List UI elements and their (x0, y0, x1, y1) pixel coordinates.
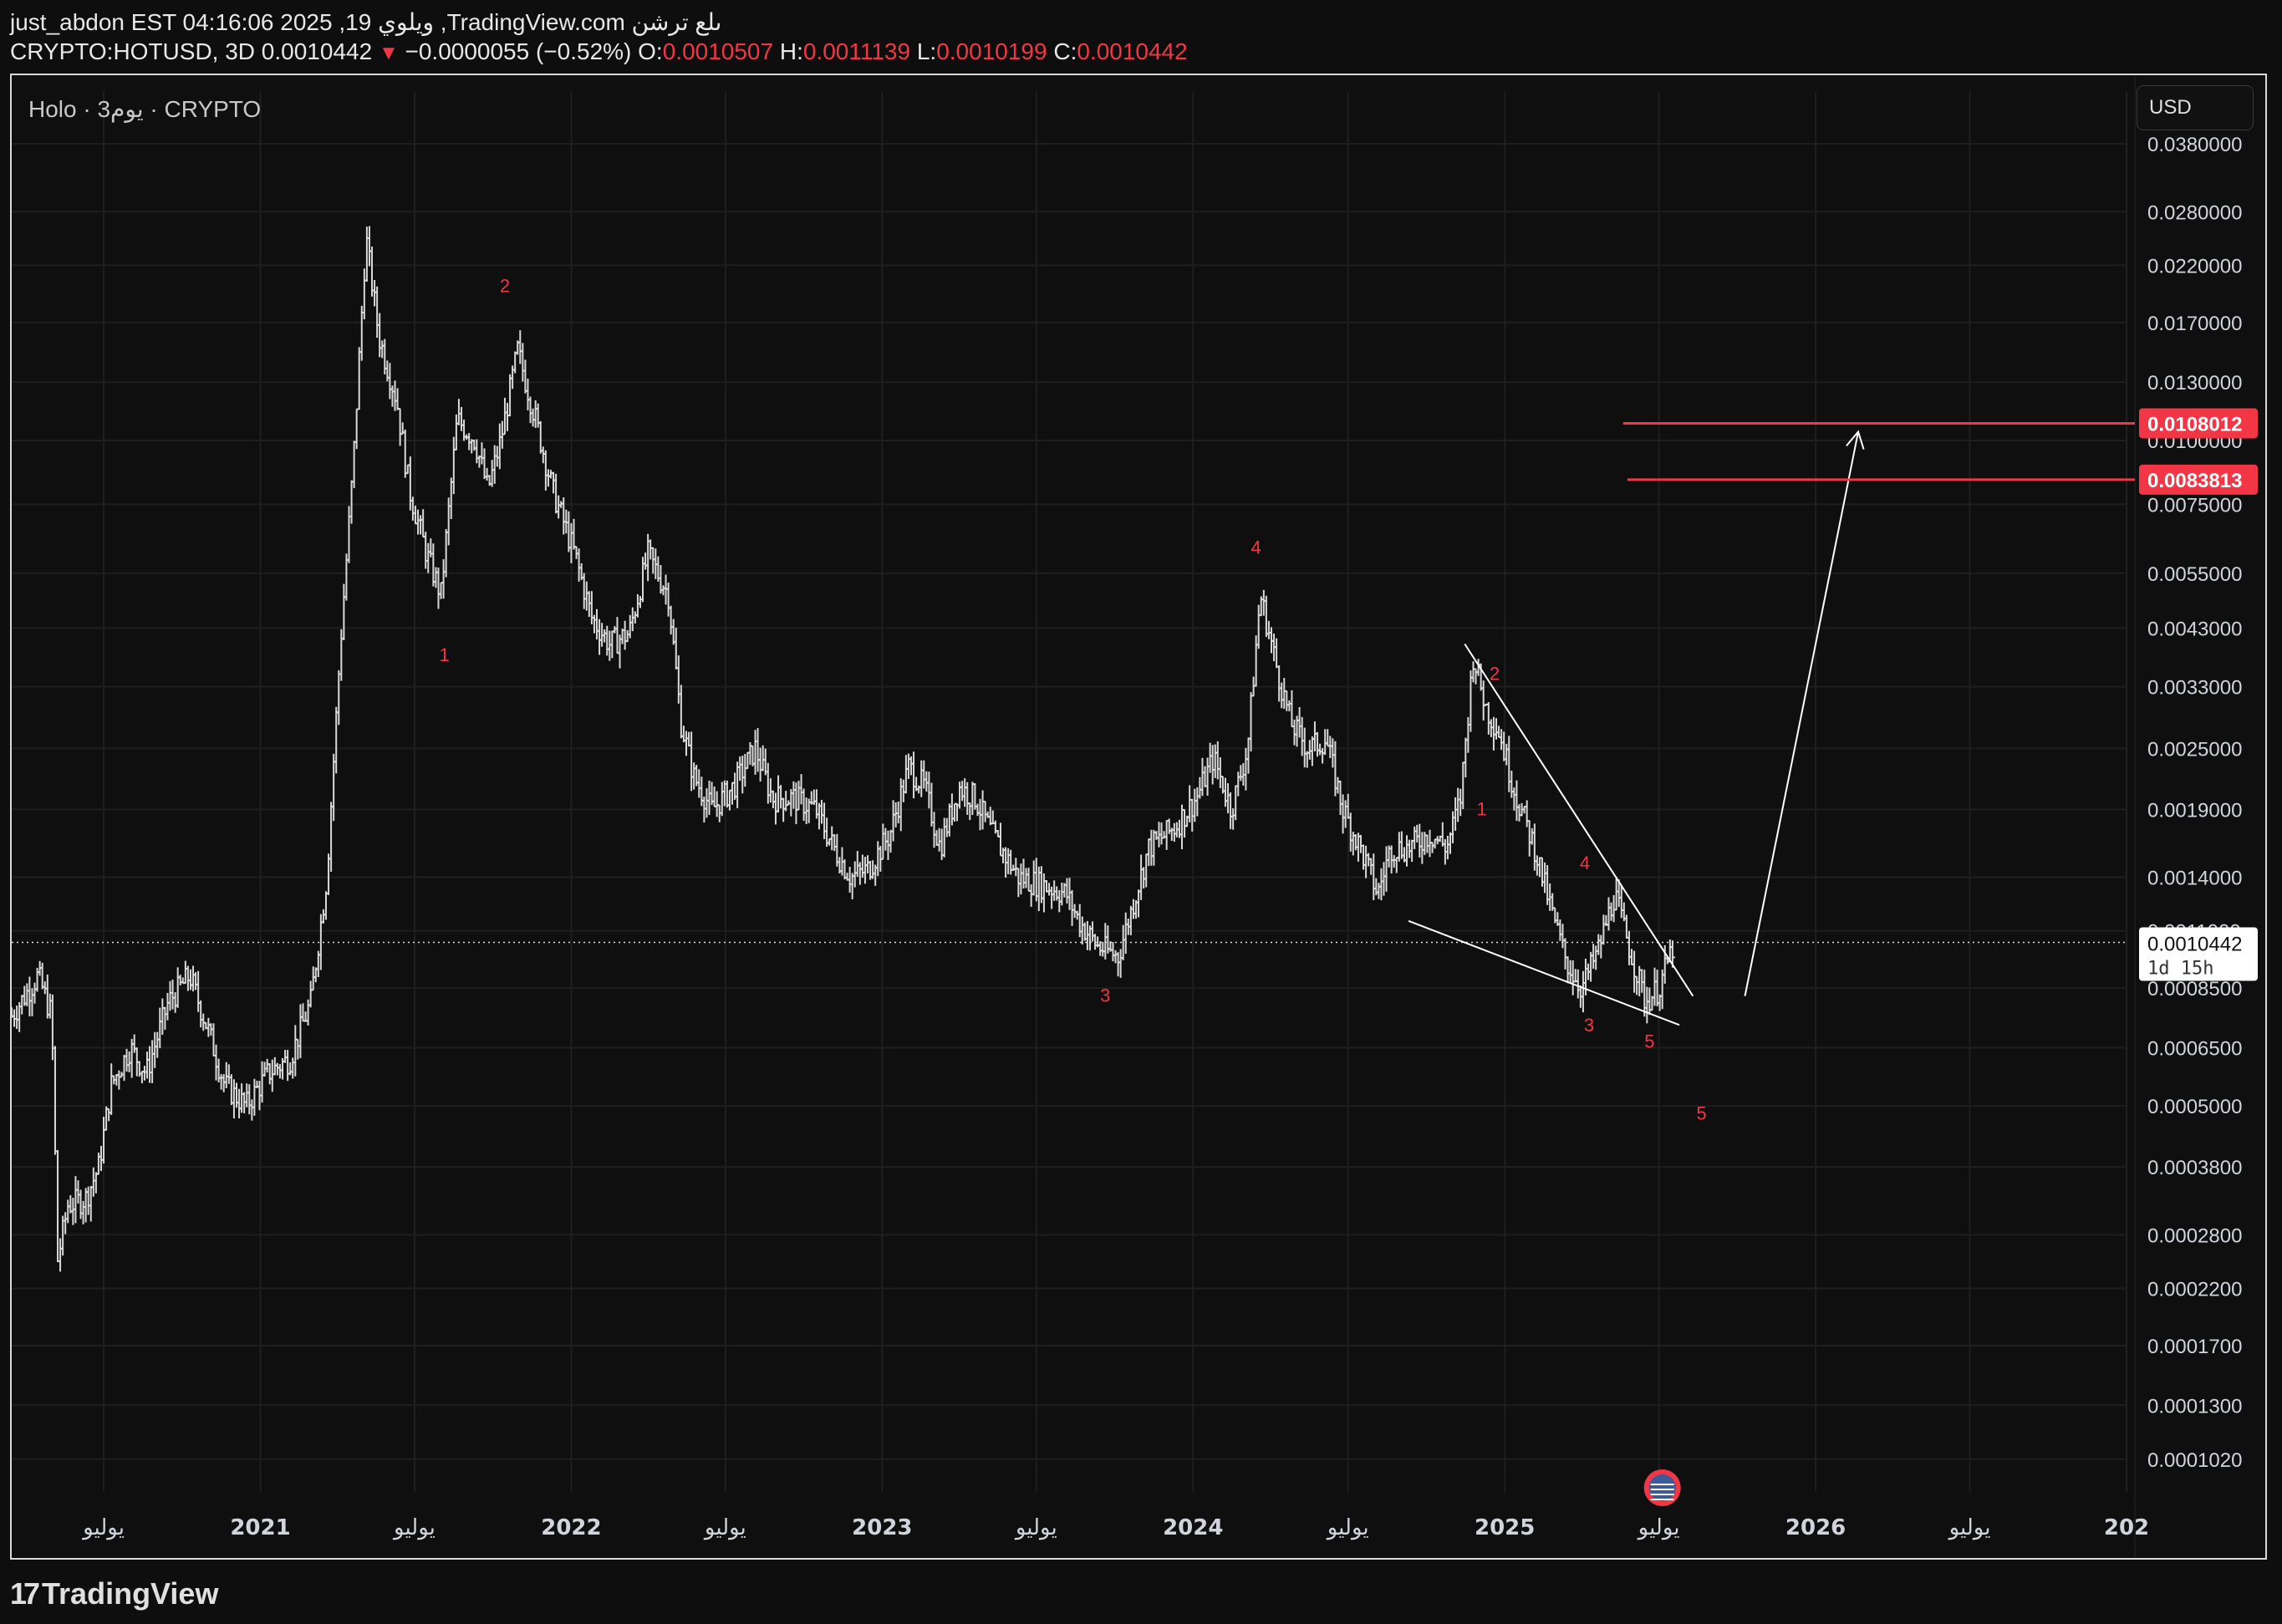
wave-label: 5 (1696, 1103, 1706, 1124)
grid-lines (12, 92, 2127, 1492)
y-tick-label: 0.0380000 (2147, 134, 2242, 156)
y-tick-label: 0.0001300 (2147, 1395, 2242, 1418)
target-level-label: 0.0108012 (2147, 413, 2242, 435)
footer: 17 TradingView (0, 1560, 2282, 1624)
y-tick-label: 0.0008500 (2147, 978, 2242, 1000)
y-tick-label: 0.0280000 (2147, 201, 2242, 224)
ohlc-legend: CRYPTO:HOTUSD, 3D 0.0010442 ▼ −0.0000055… (10, 38, 1188, 65)
x-tick-label: يوليو (1326, 1515, 1369, 1540)
chart-header-bar: just_abdon EST 04:16:06 2025 ,19 ويلوي ,… (0, 0, 2282, 74)
currency-button[interactable]: USD (2137, 85, 2254, 130)
projection-arrow-line (1744, 431, 1860, 996)
tradingview-logo-text: TradingView (42, 1576, 219, 1611)
x-tick-label: 2026 (1785, 1515, 1846, 1540)
y-tick-label: 0.0055000 (2147, 563, 2242, 586)
wave-label: 4 (1251, 537, 1261, 558)
target-level-badge (2139, 408, 2258, 439)
wave-label: 4 (1580, 853, 1590, 873)
wave-label: 2 (1490, 664, 1500, 685)
countdown-label: 1d 15h (2147, 958, 2213, 979)
target-level-badge (2139, 464, 2258, 495)
y-tick-label: 0.0019000 (2147, 799, 2242, 822)
trend-line (1464, 643, 1694, 997)
x-tick-label: 2021 (230, 1515, 290, 1540)
y-tick-label: 0.0001020 (2147, 1449, 2242, 1472)
y-tick-label: 0.0075000 (2147, 494, 2242, 517)
x-tick-label: يوليو (703, 1515, 746, 1540)
x-tick-label: 202 (2104, 1515, 2149, 1540)
high-label: H: (779, 38, 803, 64)
price-bar (52, 1046, 58, 1155)
price-bars (12, 226, 1675, 1272)
x-tick-label: 2023 (852, 1515, 912, 1540)
x-tick-label: يوليو (1948, 1515, 1991, 1540)
wave-label: 1 (1477, 798, 1487, 819)
close-value: 0.0010442 (1077, 38, 1188, 64)
y-tick-label: 0.0220000 (2147, 255, 2242, 277)
wave-label: 1 (439, 644, 449, 665)
wave-label: 3 (1100, 985, 1110, 1005)
arrow-head-icon (1846, 430, 1865, 450)
chart-frame[interactable]: 0.0380000 0.0280000 0.0220000 0.0170000 0.01… (10, 74, 2267, 1560)
x-tick-label: يوليو (1637, 1515, 1680, 1540)
symbol-title: Holo · 3يوم · CRYPTO (28, 96, 262, 122)
price-change: −0.0000055 (−0.52%) (405, 38, 632, 64)
y-tick-label: 0.0043000 (2147, 618, 2242, 640)
y-tick-label: 0.0002800 (2147, 1224, 2242, 1247)
symbol-label: CRYPTO:HOTUSD, 3D (10, 38, 256, 64)
trend-line (1408, 919, 1680, 1026)
publish-info: just_abdon EST 04:16:06 2025 ,19 ويلوي ,… (10, 9, 722, 35)
tradingview-logo-icon: 17 (10, 1576, 40, 1611)
close-label: C: (1053, 38, 1077, 64)
x-tick-label: 2022 (541, 1515, 601, 1540)
y-tick-label: 0.0001700 (2147, 1336, 2242, 1358)
y-tick-label: 0.0014000 (2147, 868, 2242, 890)
last-price-badge (2139, 927, 2258, 981)
y-tick-label: 0.0006500 (2147, 1037, 2242, 1060)
y-tick-label: 0.0025000 (2147, 738, 2242, 761)
down-arrow-icon: ▼ (378, 42, 399, 64)
y-tick-label: 0.0130000 (2147, 372, 2242, 395)
last-price-label: 0.0010442 (2147, 933, 2242, 955)
tradingview-logo[interactable]: 17 TradingView (10, 1576, 218, 1611)
x-tick-label: يوليو (81, 1515, 125, 1540)
open-value: 0.0010507 (662, 38, 774, 64)
x-tick-label: يوليو (392, 1515, 436, 1540)
target-level-label: 0.0083813 (2147, 470, 2242, 492)
price-chart[interactable]: 0.0380000 0.0280000 0.0220000 0.0170000 0.01… (12, 75, 2265, 1558)
x-tick-label: يوليو (1014, 1515, 1057, 1540)
y-tick-label: 0.0003800 (2147, 1157, 2242, 1179)
wave-label: 2 (500, 275, 510, 296)
x-tick-label: 2025 (1475, 1515, 1535, 1540)
y-tick-label: 0.0005000 (2147, 1096, 2242, 1118)
low-value: 0.0010199 (936, 38, 1047, 64)
event-flag-inner (1648, 1474, 1676, 1501)
high-value: 0.0011139 (802, 38, 911, 64)
price-bar (109, 1063, 115, 1115)
wave-label: 5 (1644, 1031, 1654, 1051)
low-label: L: (916, 38, 937, 64)
last-price: 0.0010442 (261, 38, 373, 64)
wave-label: 3 (1584, 1015, 1594, 1036)
open-label: O: (638, 38, 663, 64)
x-tick-label: 2024 (1163, 1515, 1223, 1540)
y-tick-label: 0.0002200 (2147, 1278, 2242, 1301)
y-tick-label: 0.0033000 (2147, 677, 2242, 700)
y-tick-label: 0.0170000 (2147, 313, 2242, 335)
